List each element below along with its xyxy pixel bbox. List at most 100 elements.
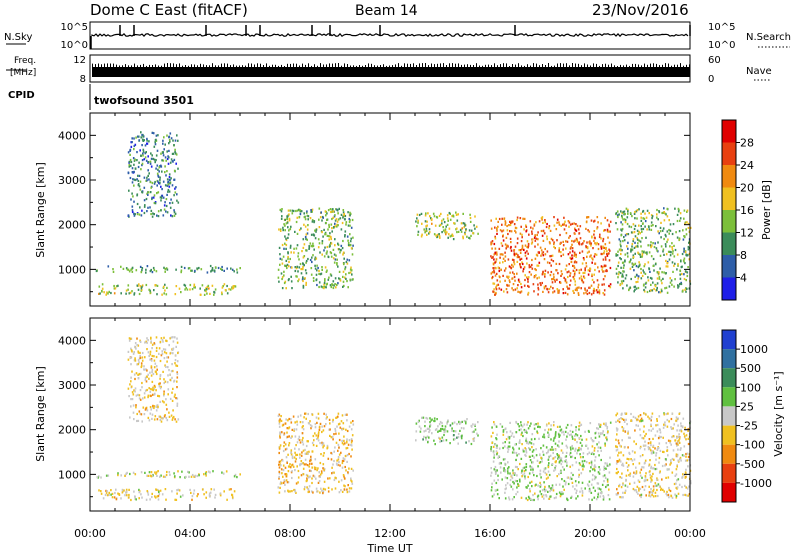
echo-cell: [98, 292, 100, 295]
echo-cell: [128, 163, 131, 166]
echo-cell: [627, 436, 630, 439]
echo-cell: [439, 440, 441, 443]
echo-cell: [577, 292, 580, 295]
echo-cell: [510, 485, 513, 488]
echo-cell: [168, 415, 171, 418]
echo-cell: [523, 466, 526, 469]
echo-cell: [156, 164, 159, 167]
freq-noise-tick: [230, 65, 231, 67]
echo-cell: [351, 218, 354, 222]
echo-cell: [537, 422, 539, 425]
echo-cell: [137, 350, 139, 353]
echo-cell: [281, 243, 284, 247]
echo-cell: [162, 180, 165, 183]
echo-cell: [463, 226, 465, 229]
echo-cell: [542, 270, 544, 273]
echo-cell: [524, 274, 526, 277]
echo-cell: [457, 432, 460, 436]
echo-cell: [649, 459, 651, 462]
echo-cell: [331, 435, 334, 438]
echo-cell: [554, 461, 557, 464]
echo-cell: [313, 248, 315, 251]
echo-cell: [446, 231, 448, 234]
echo-cell: [578, 277, 581, 280]
echo-cell: [597, 283, 600, 286]
echo-cell: [644, 476, 647, 479]
echo-cell: [521, 236, 523, 239]
echo-cell: [125, 289, 128, 292]
echo-cell: [158, 382, 160, 385]
echo-cell: [415, 430, 418, 433]
echo-cell: [173, 211, 176, 214]
echo-cell: [311, 450, 314, 453]
echo-cell: [558, 445, 560, 448]
echo-cell: [623, 236, 625, 239]
echo-cell: [525, 230, 527, 233]
echo-cell: [333, 471, 335, 474]
echo-cell: [547, 271, 549, 274]
echo-cell: [524, 453, 526, 457]
echo-cell: [494, 247, 497, 250]
echo-cell: [606, 228, 609, 231]
freq-noise-tick: [578, 63, 579, 67]
echo-cell: [299, 210, 302, 213]
echo-cell: [676, 436, 678, 439]
echo-cell: [560, 270, 563, 273]
echo-cell: [314, 264, 316, 267]
echo-cell: [151, 215, 154, 218]
echo-cell: [675, 482, 677, 485]
echo-cell: [659, 230, 662, 233]
echo-cell: [444, 429, 447, 432]
echo-cell: [158, 490, 160, 493]
echo-cell: [342, 275, 344, 278]
echo-cell: [236, 271, 239, 274]
echo-cell: [340, 479, 343, 482]
echo-cell: [298, 438, 301, 442]
freq-noise-tick: [338, 63, 339, 67]
echo-cell: [649, 476, 652, 479]
echo-cell: [280, 272, 283, 275]
echo-cell: [535, 274, 537, 277]
freq-noise-tick: [473, 65, 474, 67]
echo-cell: [570, 496, 572, 499]
echo-cell: [594, 237, 596, 240]
echo-cell: [663, 413, 666, 416]
echo-cell: [647, 448, 650, 451]
echo-cell: [134, 342, 137, 345]
echo-cell: [151, 393, 154, 396]
echo-cell: [507, 448, 510, 451]
echo-cell: [173, 144, 175, 147]
echo-cell: [642, 251, 645, 254]
echo-cell: [596, 291, 599, 294]
echo-cell: [181, 470, 183, 473]
freq-noise-tick: [524, 65, 525, 67]
echo-cell: [602, 237, 605, 241]
echo-cell: [336, 459, 338, 462]
echo-cell: [222, 472, 225, 475]
echo-cell: [641, 454, 644, 457]
echo-cell: [630, 458, 632, 461]
freq-noise-tick: [242, 65, 243, 67]
y-tick-label: 4000: [58, 334, 86, 347]
echo-cell: [598, 466, 600, 469]
echo-cell: [652, 264, 655, 267]
echo-cell: [457, 213, 459, 216]
echo-cell: [329, 273, 332, 276]
freq-noise-tick: [452, 63, 453, 67]
echo-cell: [114, 491, 116, 495]
echo-cell: [287, 427, 290, 430]
echo-cell: [131, 192, 133, 195]
echo-cell: [648, 494, 650, 497]
echo-cell: [175, 186, 177, 189]
echo-cell: [550, 487, 552, 490]
echo-cell: [309, 242, 312, 245]
echo-cell: [128, 165, 131, 168]
echo-cell: [551, 457, 554, 460]
echo-cell: [162, 417, 164, 420]
echo-cell: [661, 464, 664, 468]
echo-cell: [554, 247, 556, 250]
echo-cell: [616, 467, 618, 471]
echo-cell: [166, 150, 168, 153]
echo-cell: [136, 193, 139, 196]
echo-cell: [349, 271, 352, 274]
